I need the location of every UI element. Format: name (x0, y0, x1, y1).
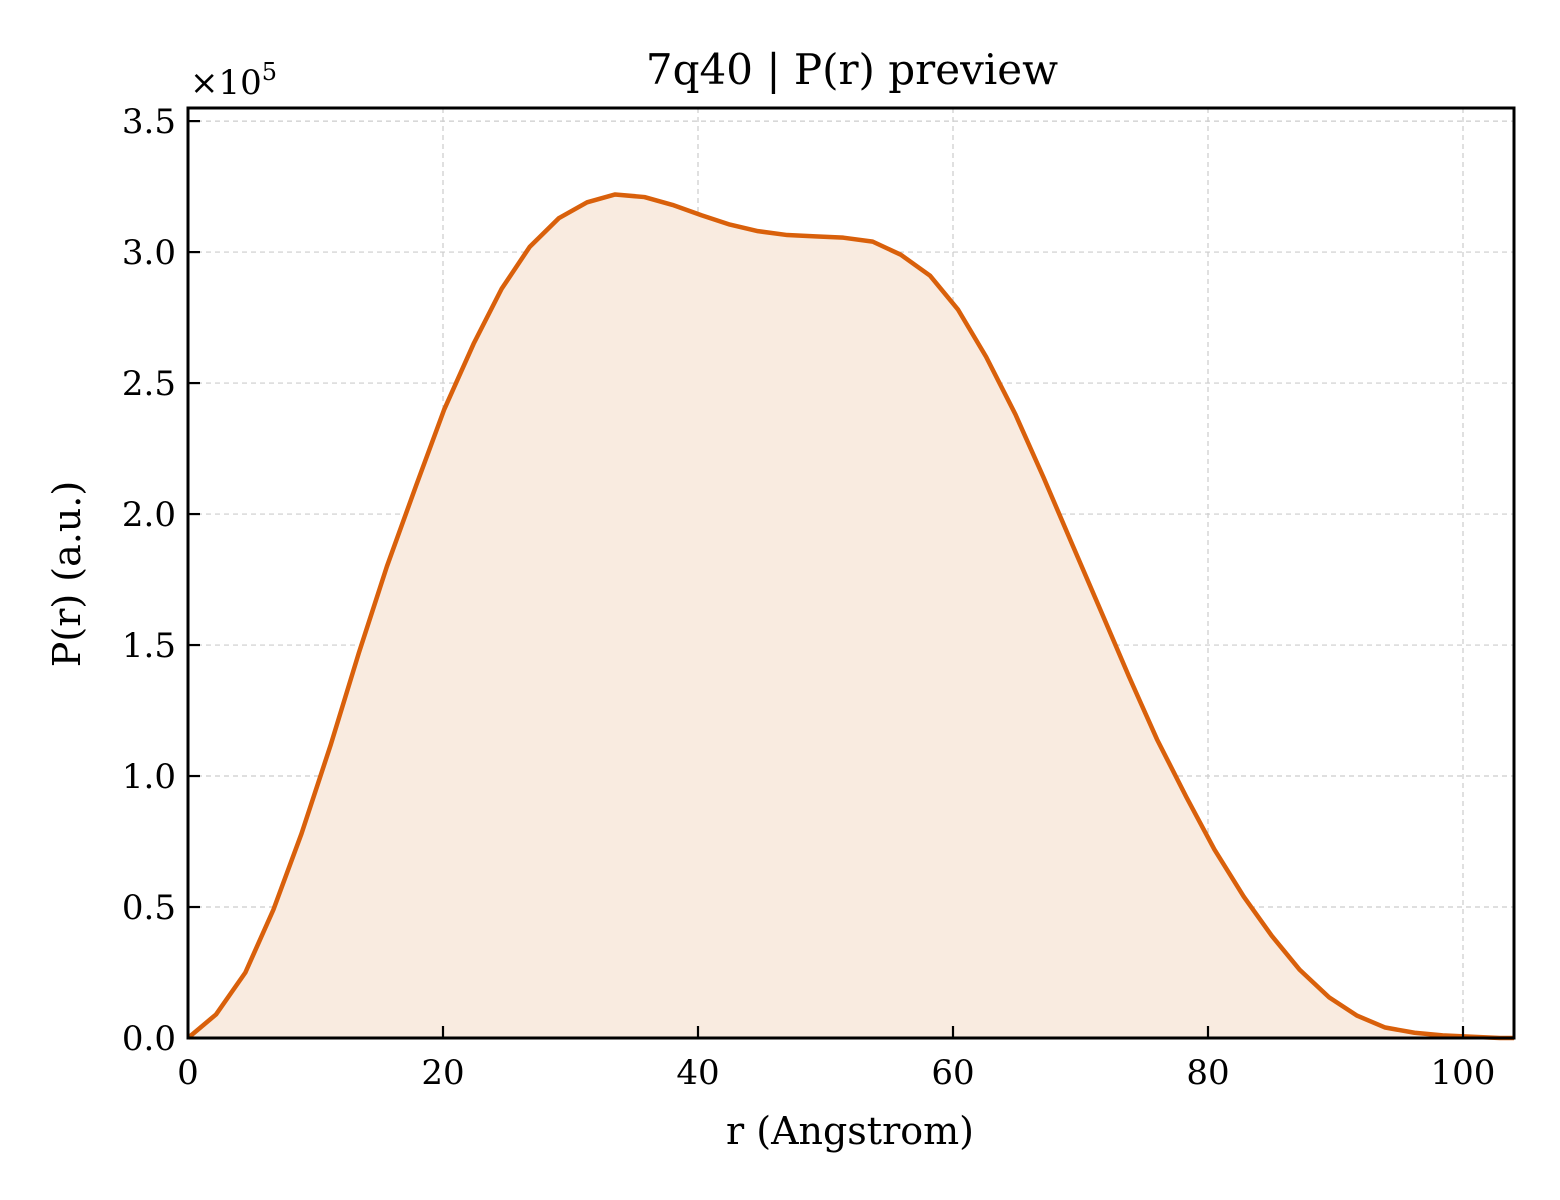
y-offset-base: ×10 (190, 63, 262, 103)
pr-area-fill (188, 194, 1514, 1038)
x-axis-label: r (Angstrom) (726, 1109, 974, 1153)
y-tick-label: 1.0 (122, 757, 176, 797)
y-tick-label: 3.5 (122, 102, 176, 142)
y-tick-label: 2.5 (122, 364, 176, 404)
y-tick-label: 2.0 (122, 495, 176, 535)
axis-ticks: 0 20 40 60 80 100 0.0 0.5 1.0 1.5 2.0 2.5 3.0 3.5 (122, 102, 1496, 1093)
chart-title: 7q40 | P(r) preview (646, 45, 1058, 94)
y-offset-label: ×105 (190, 58, 277, 103)
y-tick-label: 3.0 (122, 233, 176, 273)
plot-frame (186, 106, 1516, 1040)
y-offset-exponent: 5 (262, 58, 277, 86)
y-tick-label: 0.0 (122, 1019, 176, 1059)
pr-series-line (186, 192, 1514, 1041)
y-tick-label: 1.5 (122, 626, 176, 666)
x-tick-label: 40 (676, 1053, 719, 1093)
y-axis-label: P(r) (a.u.) (45, 481, 89, 667)
x-tick-label: 60 (931, 1053, 974, 1093)
y-tick-label: 0.5 (122, 888, 176, 928)
x-tick-label: 20 (421, 1053, 464, 1093)
x-tick-label: 80 (1186, 1053, 1229, 1093)
x-tick-label: 0 (177, 1053, 199, 1093)
x-tick-label: 100 (1431, 1053, 1496, 1093)
